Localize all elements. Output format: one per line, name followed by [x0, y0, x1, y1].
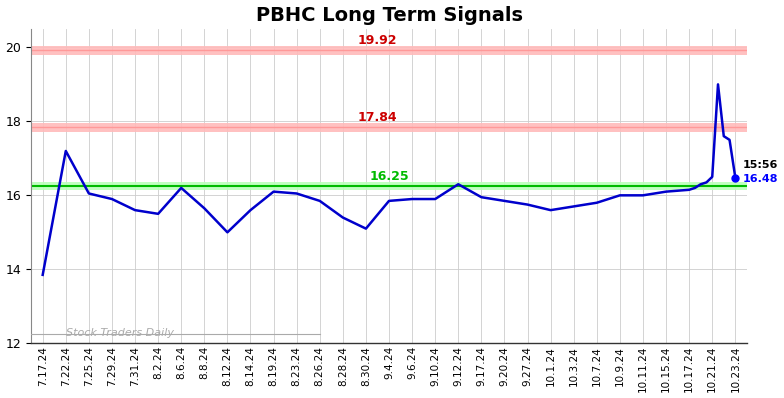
- Bar: [31, 46, 747, 55]
- Text: Stock Traders Daily: Stock Traders Daily: [66, 328, 174, 338]
- Text: 19.92: 19.92: [358, 34, 397, 47]
- Text: 17.84: 17.84: [358, 111, 397, 124]
- Text: 16.48: 16.48: [742, 174, 778, 184]
- Text: 15:56: 15:56: [742, 160, 778, 170]
- Title: PBHC Long Term Signals: PBHC Long Term Signals: [256, 6, 522, 25]
- Bar: [31, 182, 747, 190]
- Bar: [31, 123, 747, 132]
- Text: 16.25: 16.25: [369, 170, 408, 183]
